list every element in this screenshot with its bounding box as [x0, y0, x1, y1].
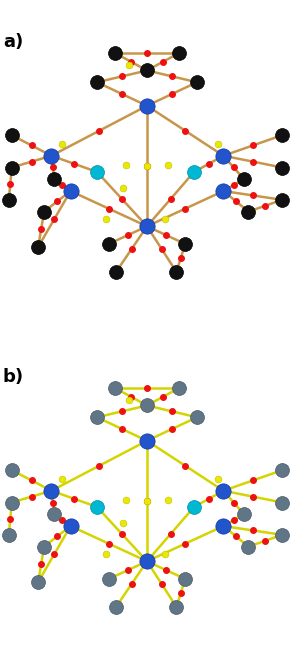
Text: b): b)	[3, 368, 24, 385]
Text: a): a)	[3, 33, 23, 50]
